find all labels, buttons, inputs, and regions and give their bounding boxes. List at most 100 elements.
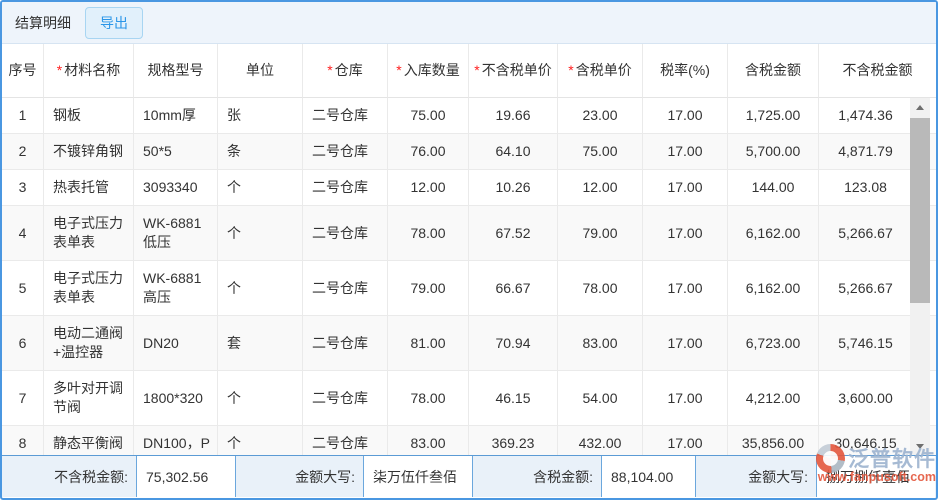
column-header-label: * 仓库 [327, 62, 363, 78]
cell: 个 [218, 170, 303, 205]
column-header-7: * 不含税单价 [469, 44, 558, 98]
cell: 76.00 [388, 134, 469, 169]
footer-label: 金额大写: [295, 468, 355, 485]
cell: 1 [2, 98, 44, 133]
footer-value: 88,104.00 [601, 456, 696, 497]
cell: 钢板 [44, 98, 134, 133]
cell: DN20 [134, 316, 218, 370]
cell: 5 [2, 261, 44, 315]
cell: 4,871.79 [838, 143, 893, 159]
column-header-label: 单位 [246, 62, 274, 78]
triangle-up-icon [916, 104, 924, 110]
footer-value: 75,302.56 [136, 456, 236, 497]
table-row[interactable]: 4 电子式压力表单表 WK-6881低压个二号仓库 78.00 67.52 79.00 17… [2, 206, 936, 261]
cell: 10.26 [469, 170, 558, 205]
cell: 不镀锌角钢 [44, 134, 134, 169]
cell: 4 [2, 206, 44, 260]
cell: 17.00 [643, 170, 728, 205]
cell: 5,266.67 [838, 224, 893, 241]
column-header-11: 不含税金额 [819, 44, 936, 98]
cell: 17.00 [643, 316, 728, 370]
cell: 67.52 [469, 206, 558, 260]
cell: 6 [2, 316, 44, 370]
cell: 5,700.00 [728, 134, 819, 169]
scroll-down-button[interactable] [910, 437, 930, 455]
table-row[interactable]: 3 热表托管 3093340 个二号仓库 12.00 10.26 12.00 17.00 144… [2, 170, 936, 206]
column-header-label: 规格型号 [147, 62, 204, 78]
required-asterisk: * [56, 62, 63, 78]
table-row[interactable]: 7 多叶对开调节阀 1800*320 个二号仓库 78.00 46.15 54.00 17.0… [2, 371, 936, 426]
footer-value: 捌万捌仟壹佰 [816, 456, 935, 497]
cell: WK-6881低压 [134, 206, 218, 260]
cell: 7 [2, 371, 44, 425]
cell: 1,725.00 [728, 98, 819, 133]
cell: 6,162.00 [728, 261, 819, 315]
table-row[interactable]: 1 钢板 10mm厚张二号仓库 75.00 19.66 23.00 17.00 1,725.0… [2, 98, 936, 134]
cell: 79.00 [558, 206, 643, 260]
cell: 个 [218, 426, 303, 455]
cell: 个 [218, 371, 303, 425]
column-header-5: * 仓库 [303, 44, 388, 98]
export-button[interactable]: 导出 [85, 6, 143, 39]
cell: 3 [2, 170, 44, 205]
cell: 电动二通阀+温控器 [44, 316, 134, 370]
cell: 369.23 [469, 426, 558, 455]
column-header-label: 税率(%) [660, 62, 710, 78]
required-asterisk: * [568, 62, 574, 78]
column-header-label: * 不含税单价 [474, 62, 552, 78]
column-header-label: * 入库数量 [396, 62, 460, 78]
required-asterisk: * [327, 62, 333, 78]
cell: 5,266.67 [838, 279, 893, 296]
table-body: 1 钢板 10mm厚张二号仓库 75.00 19.66 23.00 17.00 1,725.0… [2, 98, 936, 455]
column-header-9: 税率(%) [643, 44, 728, 98]
cell: 个 [218, 206, 303, 260]
cell: 46.15 [469, 371, 558, 425]
cell: 二号仓库 [303, 206, 388, 260]
cell: 二号仓库 [303, 134, 388, 169]
cell: 50*5 [134, 134, 218, 169]
cell: DN100，P [134, 426, 218, 455]
cell: 19.66 [469, 98, 558, 133]
cell: 6,723.00 [728, 316, 819, 370]
table-row[interactable]: 8 静态平衡阀 DN100，P 个二号仓库 83.00 369.23 432.00 17.00… [2, 426, 936, 455]
cell: 4,212.00 [728, 371, 819, 425]
footer-label: 含税金额: [533, 468, 593, 485]
column-header-10: 含税金额 [728, 44, 819, 98]
cell: 64.10 [469, 134, 558, 169]
cell: 79.00 [388, 261, 469, 315]
cell: 5,746.15 [838, 334, 893, 351]
required-asterisk: * [396, 62, 402, 78]
column-header-label: * 材料名称 [56, 62, 121, 78]
cell: 8 [2, 426, 44, 455]
cell: 电子式压力表单表 [44, 261, 134, 315]
cell: 78.00 [388, 371, 469, 425]
cell: 条 [218, 134, 303, 169]
cell: 个 [218, 261, 303, 315]
column-header-6: * 入库数量 [388, 44, 469, 98]
footer-value: 柒万伍仟叁佰 [363, 456, 473, 497]
cell: 17.00 [643, 206, 728, 260]
cell: 17.00 [643, 98, 728, 133]
cell: 二号仓库 [303, 170, 388, 205]
column-header-label: 含税金额 [745, 62, 801, 78]
cell: 78.00 [388, 206, 469, 260]
scroll-up-button[interactable] [910, 98, 930, 116]
cell: 10mm厚 [134, 98, 218, 133]
vertical-scrollbar[interactable] [910, 98, 930, 455]
scrollbar-thumb[interactable] [910, 118, 930, 303]
column-header-3: 规格型号 [134, 44, 218, 98]
footer-label: 金额大写: [748, 468, 808, 485]
cell: 二号仓库 [303, 98, 388, 133]
cell: 二号仓库 [303, 261, 388, 315]
cell: 432.00 [558, 426, 643, 455]
table-row[interactable]: 6 电动二通阀+温控器 DN20 套二号仓库 81.00 70.94 83.00 17.00 6… [2, 316, 936, 371]
required-asterisk: * [474, 62, 480, 78]
column-header-2: * 材料名称 [44, 44, 134, 98]
cell: 54.00 [558, 371, 643, 425]
cell: 12.00 [558, 170, 643, 205]
cell: 二号仓库 [303, 426, 388, 455]
cell: 75.00 [558, 134, 643, 169]
table-row[interactable]: 2 不镀锌角钢 50*5 条二号仓库 76.00 64.10 75.00 17.00 5,700… [2, 134, 936, 170]
table-row[interactable]: 5 电子式压力表单表 WK-6881高压个二号仓库 79.00 66.67 78.00 17… [2, 261, 936, 316]
